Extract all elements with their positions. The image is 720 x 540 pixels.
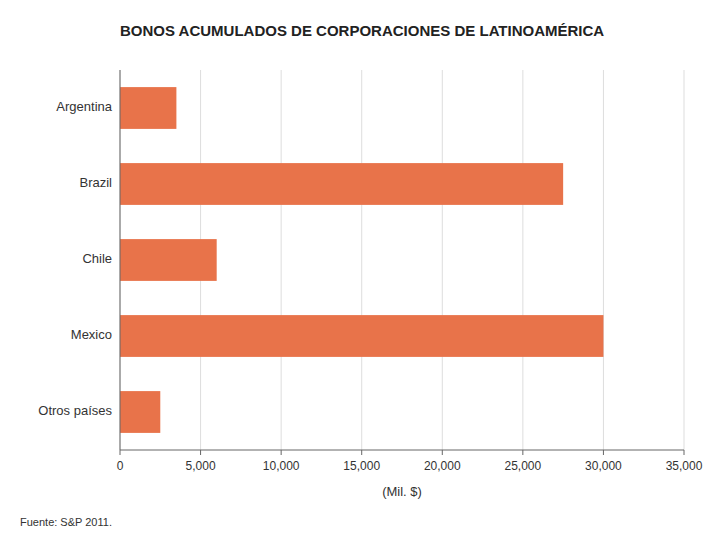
category-label: Chile: [82, 251, 112, 266]
tick-label: 35,000: [666, 459, 703, 473]
grid-line: [361, 70, 362, 450]
tick-label: 10,000: [263, 459, 300, 473]
y-ticks: Argentina Brazil Chile Mexico Otros países: [38, 99, 112, 418]
tick-mark: [684, 450, 685, 455]
bar: [120, 315, 603, 357]
bars: [120, 87, 603, 433]
bar: [120, 163, 563, 205]
tick-mark: [522, 450, 523, 455]
grid-line: [442, 70, 443, 450]
tick-mark: [120, 450, 121, 455]
tick-mark: [281, 450, 282, 455]
tick-label: 30,000: [585, 459, 622, 473]
chart: BONOS ACUMULADOS DE CORPORACIONES DE LAT…: [0, 0, 720, 540]
tick-label: 15,000: [343, 459, 380, 473]
grid: [120, 70, 684, 450]
grid-line: [522, 70, 523, 450]
grid-line: [684, 70, 685, 450]
x-ticks: 0 5,000 10,000 15,000 20,000 25,000 30,000 35,0…: [117, 450, 703, 473]
y-axis-line: [120, 70, 121, 450]
tick-mark: [603, 450, 604, 455]
tick-label: 0: [117, 459, 124, 473]
category-label: Brazil: [79, 175, 112, 190]
tick-mark: [200, 450, 201, 455]
category-label: Otros países: [38, 403, 112, 418]
tick-label: 25,000: [505, 459, 542, 473]
x-axis-label: (Mil. $): [382, 484, 422, 499]
grid-line: [120, 70, 121, 450]
tick-mark: [442, 450, 443, 455]
title: BONOS ACUMULADOS DE CORPORACIONES DE LAT…: [120, 22, 604, 39]
grid-line: [603, 70, 604, 450]
tick-label: 5,000: [186, 459, 216, 473]
grid-line: [281, 70, 282, 450]
bar: [120, 391, 160, 433]
source: Fuente: S&P 2011.: [20, 516, 112, 528]
bar: [120, 239, 217, 281]
bar: [120, 87, 176, 129]
category-label: Argentina: [56, 99, 112, 114]
x-axis-line: [120, 450, 684, 451]
category-label: Mexico: [71, 327, 112, 342]
tick-label: 20,000: [424, 459, 461, 473]
tick-mark: [361, 450, 362, 455]
